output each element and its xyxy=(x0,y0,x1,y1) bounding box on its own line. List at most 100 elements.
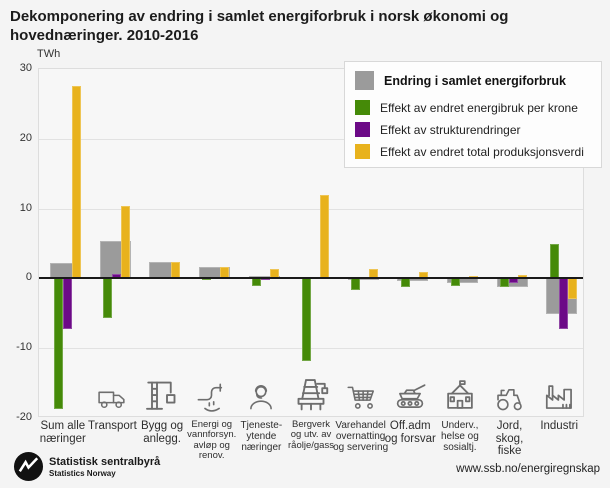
bar-series-0-cat-8 xyxy=(447,278,479,283)
x-category-label-line: Transport xyxy=(88,420,137,432)
bar-series-3-cat-7 xyxy=(418,272,428,279)
bar-series-2-cat-1 xyxy=(112,273,122,279)
bar-series-3-cat-3 xyxy=(220,266,230,279)
bar-series-1-cat-7 xyxy=(400,278,410,288)
x-category-label-line: vannforsyn. xyxy=(187,429,237,441)
legend-item-1: Effekt av endret energibruk per krone xyxy=(355,100,591,115)
x-category-label-line: næringer xyxy=(241,442,282,453)
y-tick-label: -20 xyxy=(16,411,32,423)
truck-icon xyxy=(96,382,129,415)
gridline xyxy=(39,138,583,140)
bar-series-1-cat-4 xyxy=(252,278,262,287)
bar-series-1-cat-3 xyxy=(202,278,212,281)
x-category-label: Tjeneste-ytende næringer xyxy=(227,420,295,453)
org-name-english: Statistics Norway xyxy=(49,468,116,478)
x-category-label: Jord, skog, fiske xyxy=(476,420,544,458)
x-category-label-line: sosialtj. xyxy=(443,442,477,453)
shopping-cart-icon xyxy=(344,381,378,415)
bar-series-3-cat-8 xyxy=(468,275,478,279)
chart-title: Dekomponering av endring i samlet energi… xyxy=(10,8,509,45)
x-category-label: Bergverk og utv. av råolje/gass xyxy=(277,419,345,451)
bar-series-2-cat-9 xyxy=(509,278,519,283)
bar-series-1-cat-0 xyxy=(53,278,63,409)
org-name: Statistisk sentralbyrå xyxy=(49,456,161,468)
gridline xyxy=(39,208,583,210)
bar-series-2-cat-0 xyxy=(62,278,72,329)
x-category-label-line: renov. xyxy=(198,450,225,462)
y-tick-label: 30 xyxy=(19,62,32,74)
tractor-icon xyxy=(492,380,527,415)
bar-series-2-cat-10 xyxy=(558,278,568,329)
x-category-label-line: og servering xyxy=(333,442,389,453)
x-category-label-line: anlegg. xyxy=(143,432,181,445)
x-category-label-line: Tjeneste- xyxy=(240,420,283,431)
bar-series-3-cat-4 xyxy=(270,268,280,279)
bar-series-0-cat-7 xyxy=(397,278,429,282)
footer-organization: Statistisk sentralbyrå Statistics Norway xyxy=(49,456,160,478)
x-category-label: Varehandel overnatting og servering xyxy=(327,420,395,453)
x-category-label-line: skog, xyxy=(495,432,524,445)
x-category-label: Industri xyxy=(525,420,593,433)
legend-label: Endring i samlet energiforbruk xyxy=(384,73,566,88)
x-category-label: Underv., helse og sosialtj. xyxy=(426,420,494,453)
y-tick-label: -10 xyxy=(16,341,32,354)
gridline xyxy=(39,348,583,350)
x-category-label-line: Bergverk xyxy=(291,419,330,430)
x-category-label-line: Jord, xyxy=(496,420,523,432)
factory-icon xyxy=(541,378,578,415)
bar-series-3-cat-6 xyxy=(369,269,379,279)
x-category-label-line: og utv. av xyxy=(290,429,332,441)
x-category-label: Energi og vannforsyn. avløp og renov. xyxy=(178,419,246,462)
bar-series-1-cat-10 xyxy=(549,244,559,279)
y-tick-label: 20 xyxy=(19,131,32,144)
x-category-label-line: helse og xyxy=(441,431,479,442)
legend-swatch xyxy=(355,144,370,159)
pipes-icon xyxy=(194,380,229,415)
oil-platform-icon xyxy=(291,375,331,415)
zero-line xyxy=(39,277,583,280)
legend-item-2: Effekt av strukturendringer xyxy=(355,122,591,137)
public-building-icon xyxy=(441,377,479,415)
x-category-label-line: Underv., xyxy=(441,420,479,431)
legend-item-0: Endring i samlet energiforbruk xyxy=(355,71,591,90)
x-category-label-line: overnatting xyxy=(335,431,386,442)
legend-label: Effekt av endret total produksjonsverdi xyxy=(380,144,584,159)
legend-label: Effekt av endret energibruk per krone xyxy=(380,100,578,115)
x-category-label-line: ytende xyxy=(246,431,277,442)
x-category-label-line: Varehandel xyxy=(335,420,386,431)
bar-series-3-cat-0 xyxy=(71,85,81,279)
legend-swatch xyxy=(355,71,374,90)
bar-series-0-cat-4 xyxy=(248,276,280,279)
legend-swatch xyxy=(355,122,370,137)
x-category-label-line: Off.adm xyxy=(389,420,431,432)
bar-series-1-cat-5 xyxy=(301,278,311,362)
x-category-label: Sum alle næringer xyxy=(29,420,97,445)
x-category-label-line: Energi og xyxy=(191,419,233,430)
x-category-label: Transport xyxy=(78,420,146,433)
x-category-label-line: Industri xyxy=(540,420,579,432)
x-category-label-line: og forsvar xyxy=(384,432,436,445)
bar-series-3-cat-5 xyxy=(319,195,329,279)
x-category-label: Off.adm og forsvar xyxy=(376,420,444,445)
x-category-label: Bygg og anlegg. xyxy=(128,420,196,445)
legend-label: Effekt av strukturendringer xyxy=(380,122,521,137)
bar-series-0-cat-3 xyxy=(198,266,230,279)
bar-series-1-cat-6 xyxy=(351,278,361,291)
y-tick-label: 0 xyxy=(25,271,32,284)
website-url: www.ssb.no/energiregnskap xyxy=(456,463,600,475)
bar-series-1-cat-1 xyxy=(103,278,113,319)
bar-series-3-cat-1 xyxy=(121,205,131,279)
bar-series-3-cat-10 xyxy=(567,278,577,300)
crane-icon xyxy=(142,375,182,415)
x-category-label-line: Sum alle xyxy=(40,420,86,432)
legend: Endring i samlet energiforbruk Effekt av … xyxy=(344,61,602,168)
x-category-label-line: avløp og xyxy=(193,439,230,451)
bar-series-1-cat-8 xyxy=(450,278,460,287)
x-category-label-line: Bygg og xyxy=(140,420,184,432)
service-person-icon xyxy=(244,381,278,415)
x-category-label-line: næringer xyxy=(39,432,86,445)
bar-series-0-cat-9 xyxy=(496,278,528,287)
x-category-label-line: fiske xyxy=(497,445,522,458)
y-axis-unit-label: TWh xyxy=(37,48,61,60)
